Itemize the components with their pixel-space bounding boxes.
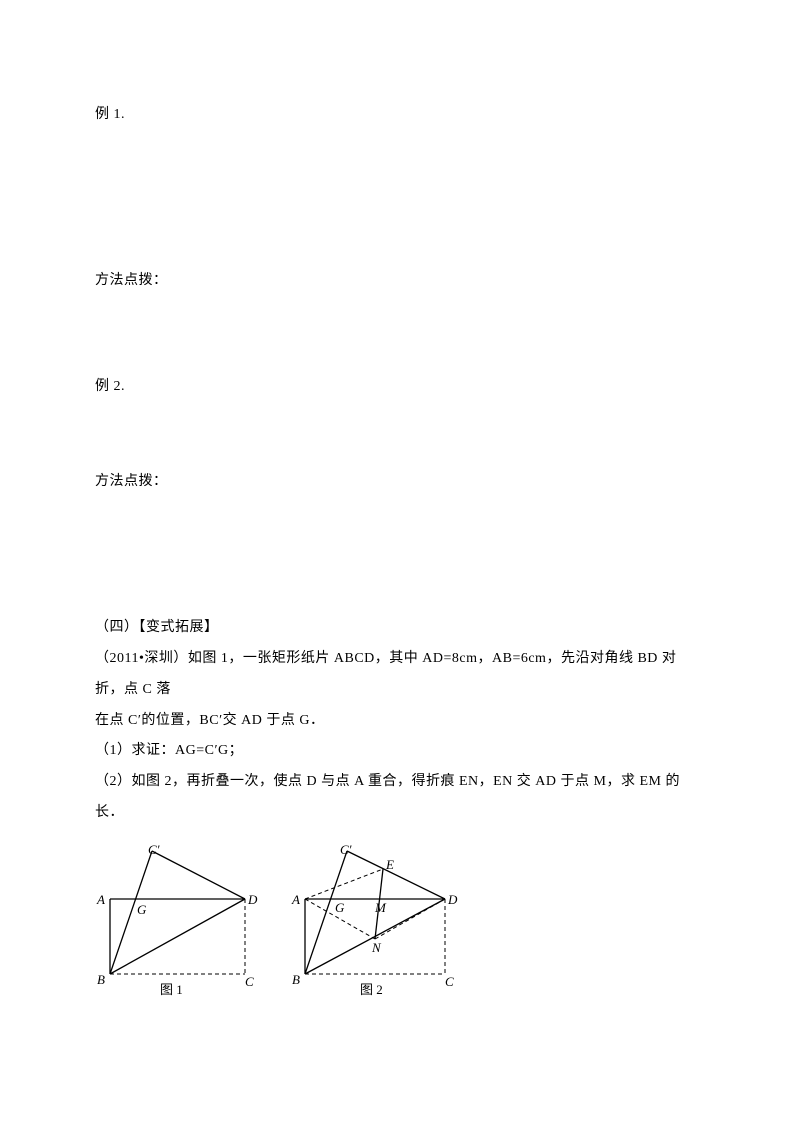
figure1-svg: C′ A D G B C 图 1 [95, 844, 260, 999]
figure1-caption: 图 1 [160, 982, 183, 997]
document-content: 例 1. 方法点拨： 例 2. 方法点拨： （四）【变式拓展】 （2011•深圳… [0, 0, 800, 1004]
label-n: N [371, 940, 382, 955]
figures-container: C′ A D G B C 图 1 [95, 844, 705, 1004]
label-c-prime: C′ [148, 844, 160, 857]
line-cprime-d [347, 851, 445, 899]
label-a: A [291, 892, 300, 907]
figure2-svg: C′ E A D G M N B C 图 2 [290, 844, 465, 999]
label-e: E [385, 857, 394, 872]
label-d: D [447, 892, 458, 907]
figure2-wrapper: C′ E A D G M N B C 图 2 [290, 844, 465, 1004]
line-ae-dashed [305, 869, 383, 899]
method-tip-2: 方法点拨： [95, 467, 705, 498]
label-b: B [292, 972, 300, 987]
problem-line2: 在点 C′的位置，BC′交 AD 于点 G． [95, 706, 705, 737]
gap [95, 498, 705, 613]
label-a: A [96, 892, 105, 907]
figure1-wrapper: C′ A D G B C 图 1 [95, 844, 260, 1004]
gap [95, 297, 705, 372]
label-m: M [374, 900, 387, 915]
method-tip-1: 方法点拨： [95, 266, 705, 297]
label-c: C [245, 974, 254, 989]
label-g: G [335, 900, 345, 915]
label-c-prime: C′ [340, 844, 352, 857]
label-d: D [247, 892, 258, 907]
problem-part1: （1）求证：AG=C′G； [95, 736, 705, 767]
label-g: G [137, 902, 147, 917]
label-b: B [97, 972, 105, 987]
gap [95, 131, 705, 266]
line-cprime-d [152, 851, 245, 899]
label-c: C [445, 974, 454, 989]
problem-line1: （2011•深圳）如图 1，一张矩形纸片 ABCD，其中 AD=8cm，AB=6… [95, 644, 705, 706]
example1-label: 例 1. [95, 100, 705, 131]
figure2-caption: 图 2 [360, 982, 383, 997]
line-bd [110, 899, 245, 974]
section4-title: （四）【变式拓展】 [95, 613, 705, 644]
gap [95, 402, 705, 467]
problem-part2: （2）如图 2，再折叠一次，使点 D 与点 A 重合，得折痕 EN，EN 交 A… [95, 767, 705, 829]
example2-label: 例 2. [95, 372, 705, 403]
